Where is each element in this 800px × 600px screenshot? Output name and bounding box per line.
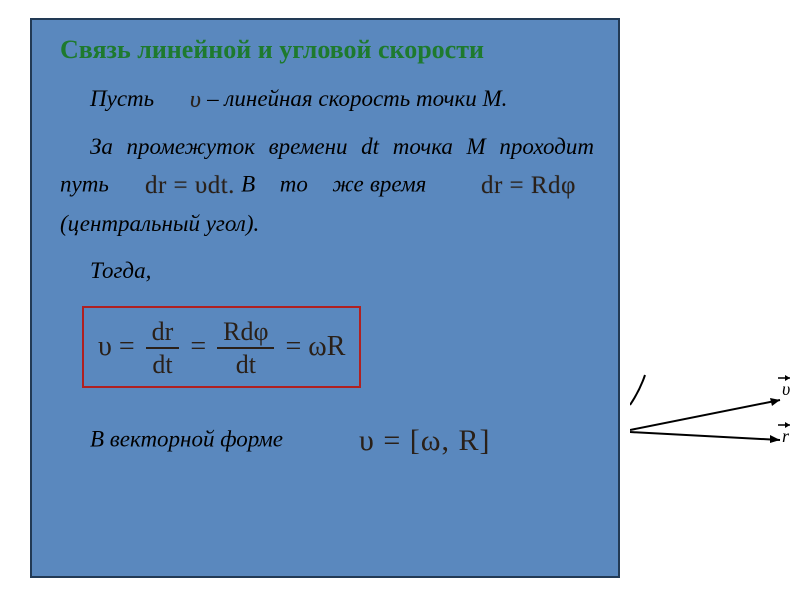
togda-line: Тогда, <box>60 253 594 290</box>
vector-formula: υ = [ω, R] <box>329 424 491 458</box>
para2-b: В то же время <box>241 171 451 196</box>
frac-rdphi-dt: Rdφ dt <box>217 318 274 379</box>
intro-text-a: Пусть <box>90 86 160 111</box>
formula-dr-rdphi: dr = Rdφ <box>451 166 576 206</box>
slide-title: Связь линейной и угловой скорости <box>60 34 594 67</box>
formula-dr-vdt: dr = υdt. <box>115 166 235 206</box>
frac2-num: Rdφ <box>217 318 274 349</box>
intro-text-b: – линейная скорость точки M. <box>207 86 507 111</box>
vector-form-line: В векторной форме υ = [ω, R] <box>60 424 594 458</box>
frac1-num: dr <box>146 318 180 349</box>
eq-lead: υ = dr dt = Rdφ dt = ωR <box>98 331 345 362</box>
derivation-paragraph: За промежуток времени dt точка М проходи… <box>60 129 594 243</box>
diagram-fragment: υ r <box>630 350 800 470</box>
vector-label: В векторной форме <box>90 427 283 452</box>
diagram-r-label: r <box>782 426 790 446</box>
intro-line: Пусть υ – линейная скорость точки M. <box>60 81 594 120</box>
frac1-den: dt <box>146 349 180 378</box>
slide-panel: Связь линейной и угловой скорости Пусть … <box>30 18 620 578</box>
eq-mid: = <box>190 331 206 362</box>
frac2-den: dt <box>217 349 274 378</box>
eq-lead-text: υ = <box>98 331 135 362</box>
diagram-v-label: υ <box>782 379 790 399</box>
eq-tail: = ωR <box>285 331 345 362</box>
frac-dr-dt: dr dt <box>146 318 180 379</box>
velocity-symbol: υ <box>160 81 202 119</box>
boxed-formula: υ = dr dt = Rdφ dt = ωR <box>82 306 361 389</box>
